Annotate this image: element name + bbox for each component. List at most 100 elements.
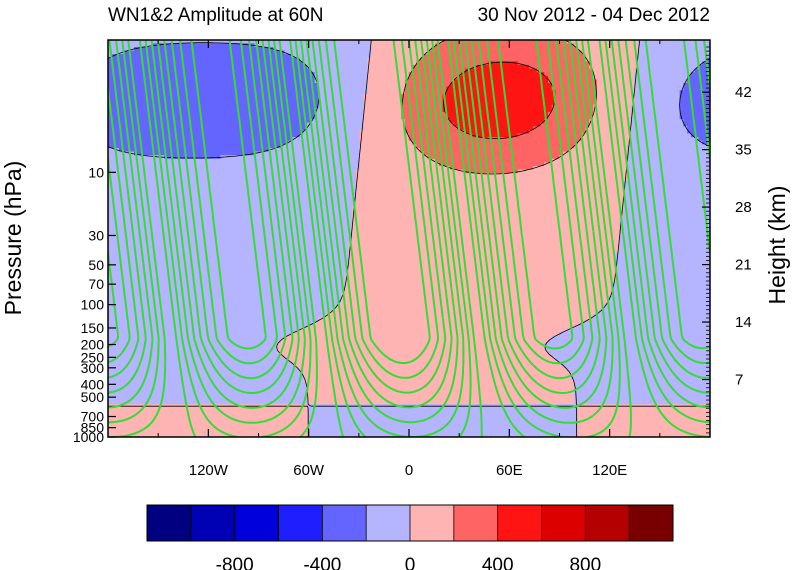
contour-fill-cell: [566, 368, 710, 373]
contour-fill-cell: [585, 129, 632, 135]
contour-fill-cell: [307, 389, 575, 394]
contour-fill-cell: [307, 418, 579, 423]
height-tick-label: 28: [735, 199, 752, 216]
contour-fill-cell: [359, 155, 429, 160]
overlay-contours: [108, 40, 710, 437]
contour-fill-cell: [307, 433, 579, 437]
contour-fill-cell: [593, 72, 636, 77]
contour-fill-cell: [630, 122, 684, 127]
colorbar-swatch: [147, 505, 192, 541]
contour-fill-cell: [303, 375, 572, 380]
contour-fill-cell: [578, 418, 710, 423]
contour-fill-cell: [630, 104, 681, 109]
chart-title-left: WN1&2 Amplitude at 60N: [108, 5, 323, 26]
contour-fill-cell: [453, 79, 549, 84]
contour-fill-cell: [574, 382, 710, 387]
colorbar-label: 800: [569, 555, 601, 570]
contour-fill-cell: [423, 54, 587, 59]
contour-fill-cell: [626, 169, 710, 174]
pressure-tick-label: 850: [81, 420, 105, 436]
contour-fill-cell: [570, 147, 628, 153]
contour-fill-cell: [367, 75, 410, 80]
contour-fill-cell: [442, 104, 553, 109]
contour-fill-cell: [626, 166, 710, 171]
contour-fill-cell: [108, 328, 301, 333]
colorbar-swatch: [453, 505, 499, 541]
contour-fill-cell: [108, 90, 319, 95]
contour-fill-cell: [690, 133, 710, 138]
overlay-contour-negative: [170, 40, 594, 380]
contour-fill-cell: [314, 321, 583, 326]
contour-fill-cell: [585, 57, 639, 62]
contour-fill-cell: [333, 306, 602, 311]
contour-fill-cell: [356, 202, 624, 207]
contour-fill-cell: [108, 216, 353, 221]
contour-fill-cell: [303, 129, 361, 135]
contour-fill-cell: [344, 277, 617, 283]
contour-fill-cell: [108, 64, 308, 70]
contour-fill-cell: [578, 422, 710, 427]
contour-fill-cell: [340, 292, 613, 297]
contour-fill-cell: [314, 72, 368, 77]
contour-fill-cell: [108, 281, 346, 286]
contour-fill-cell: [108, 411, 308, 416]
contour-fill-cell: [623, 194, 710, 200]
contour-fill-cell: [108, 241, 350, 247]
contour-fill-cell: [108, 407, 308, 413]
contour-fill-cell: [303, 371, 572, 376]
contour-fill-cell: [108, 57, 301, 62]
contour-fill-cell: [164, 155, 222, 160]
colorbar-label: -400: [303, 555, 341, 570]
pressure-tick-label: 30: [88, 227, 104, 243]
contour-fill-cell: [352, 230, 620, 236]
contour-fill-cell: [363, 97, 402, 102]
contour-fill-cell: [359, 147, 421, 153]
contour-fill-cell: [356, 176, 628, 182]
contour-fill-cell: [314, 75, 368, 80]
contour-fill-cell: [108, 335, 286, 340]
contour-fill-cell: [367, 68, 414, 73]
contour-fill-cell: [532, 126, 587, 131]
contour-fill-cell: [340, 299, 609, 304]
contour-fill-cell: [108, 346, 278, 351]
contour-fill-cell: [551, 335, 710, 340]
contour-fill-cell: [277, 342, 545, 348]
contour-fill-cell: [108, 119, 312, 124]
contour-fill-cell: [348, 259, 617, 265]
contour-fill-cell: [108, 238, 353, 243]
contour-fill-cell: [108, 360, 293, 366]
contour-fill-cell: [108, 353, 282, 358]
pressure-tick-label: 300: [81, 360, 105, 376]
contour-fill-cell: [578, 46, 639, 52]
contour-fill-cell: [687, 75, 710, 80]
chart-title-right: 30 Nov 2012 - 04 Dec 2012: [478, 5, 710, 26]
contour-fill-cell: [108, 306, 335, 311]
contour-fill-cell: [108, 40, 372, 44]
contour-fill-cell: [307, 324, 575, 330]
pressure-tick-label: 150: [81, 320, 105, 336]
contour-fill-cell: [679, 115, 710, 120]
contour-fill-cell: [303, 378, 575, 384]
contour-fill-cell: [108, 230, 353, 236]
contour-fill-cell: [408, 75, 459, 80]
contour-fill-cell: [551, 158, 628, 164]
contour-fill-cell: [108, 115, 316, 120]
contour-fill-cell: [615, 263, 710, 268]
contour-fill-cell: [578, 140, 632, 145]
contour-fill-cell: [412, 140, 579, 145]
contour-fill-cell: [596, 83, 636, 88]
contour-fill-cell: [108, 220, 353, 225]
contour-fill-cell: [630, 140, 703, 145]
contour-fill-cell: [626, 155, 710, 160]
contour-fill-cell: [108, 259, 350, 265]
contour-fill-cell: [679, 97, 710, 102]
contour-fill-cell: [307, 397, 575, 402]
contour-fill-cell: [626, 151, 710, 156]
contour-fill-cell: [596, 93, 636, 99]
contour-fill-cell: [108, 378, 304, 384]
contour-fill-cell: [404, 122, 455, 127]
colorbar: -800 -400 0 400 800: [146, 504, 674, 570]
contour-fill-cell: [352, 238, 620, 243]
contour-fill-cell: [611, 292, 710, 297]
contour-fill-cell: [679, 101, 710, 106]
